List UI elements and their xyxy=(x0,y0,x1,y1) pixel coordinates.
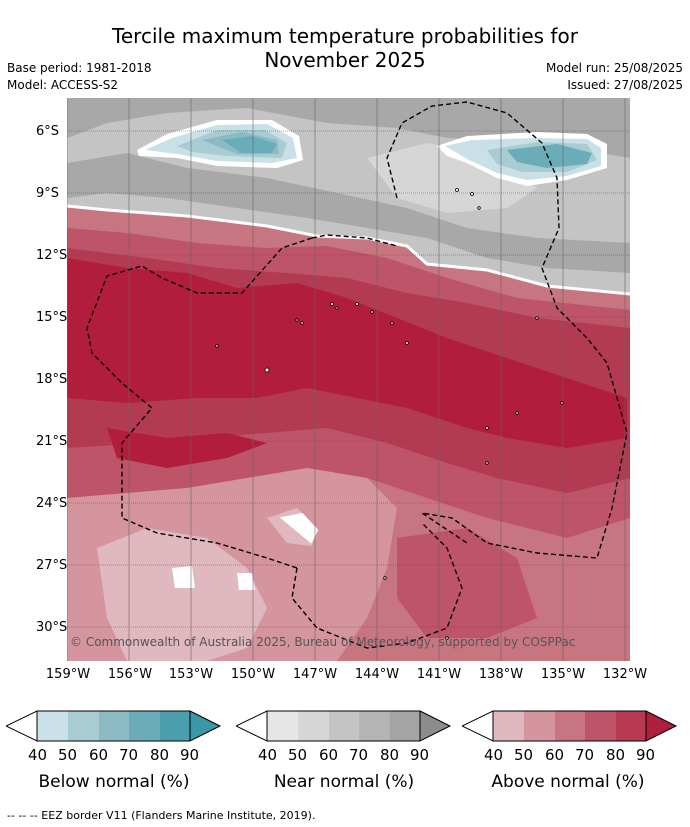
cb-above-high xyxy=(645,710,678,742)
cb-below-tick: 70 xyxy=(119,746,139,764)
lon-label: 138°W xyxy=(478,667,524,682)
lon-label: 135°W xyxy=(540,667,586,682)
legend-above-title: Above normal (%) xyxy=(491,772,645,792)
below-normal-80-2 xyxy=(507,144,592,168)
cb-near-bin xyxy=(267,711,298,741)
base-period: Base period: 1981-2018 xyxy=(7,61,152,75)
cb-near-bin xyxy=(390,711,420,741)
white-patch-3 xyxy=(237,573,255,590)
lat-label: 6°S xyxy=(36,124,60,139)
cb-above-bin xyxy=(524,711,555,741)
above-normal-boundary xyxy=(67,204,630,296)
cb-near-bin xyxy=(298,711,329,741)
cb-below-bin xyxy=(68,711,99,741)
cb-below-high xyxy=(189,710,222,742)
cb-below-bin xyxy=(160,711,190,741)
colorbar-above xyxy=(462,710,678,742)
cb-below-tick: 60 xyxy=(89,746,109,764)
cb-below-tick: 90 xyxy=(180,746,200,764)
map-title: Tercile maximum temperature probabilitie… xyxy=(0,24,690,72)
cb-near-tick: 50 xyxy=(288,746,308,764)
cb-above-tick: 50 xyxy=(514,746,534,764)
above-normal-strong-2 xyxy=(107,428,267,468)
probability-map: © Commonwealth of Australia 2025, Bureau… xyxy=(67,98,630,661)
islands xyxy=(215,188,564,640)
legend-near-title: Near normal (%) xyxy=(273,772,415,792)
near-normal-80-band-2 xyxy=(67,153,630,273)
lat-label: 30°S xyxy=(36,620,68,635)
below-normal-80 xyxy=(222,136,277,153)
cb-below-bin xyxy=(37,711,68,741)
cb-near-low xyxy=(236,710,268,742)
lat-label: 9°S xyxy=(36,186,60,201)
lat-label: 27°S xyxy=(36,558,68,573)
meta-left: Base period: 1981-2018 Model: ACCESS-S2 xyxy=(7,60,152,94)
eez-borders xyxy=(86,101,628,649)
lat-label: 15°S xyxy=(36,310,68,325)
cb-near-bin xyxy=(359,711,390,741)
lon-label: 144°W xyxy=(354,667,400,682)
title-line-1: Tercile maximum temperature probabilitie… xyxy=(112,24,578,48)
cb-near-bin xyxy=(329,711,359,741)
colorbar-near xyxy=(236,710,452,742)
copyright-note: © Commonwealth of Australia 2025, Bureau… xyxy=(70,635,575,649)
colorbar-below xyxy=(6,710,222,742)
above-normal-50-sw xyxy=(97,528,267,661)
above-normal-80-south xyxy=(397,528,537,638)
model-run: Model run: 25/08/2025 xyxy=(545,61,683,75)
cb-above-tick: 90 xyxy=(636,746,656,764)
lon-label: 153°W xyxy=(168,667,214,682)
cb-near-tick: 90 xyxy=(410,746,430,764)
lat-label: 12°S xyxy=(36,248,68,263)
title-line-2: November 2025 xyxy=(264,48,426,72)
white-patch-1 xyxy=(279,512,319,544)
lon-label: 132°W xyxy=(602,667,648,682)
above-normal-strong xyxy=(67,258,627,448)
lat-label: 21°S xyxy=(36,434,68,449)
cb-above-bin xyxy=(585,711,616,741)
lat-label: 24°S xyxy=(36,496,68,511)
cb-near-tick: 70 xyxy=(349,746,369,764)
issued-date: Issued: 27/08/2025 xyxy=(567,78,683,92)
eez-footnote: -- -- -- EEZ border V11 (Flanders Marine… xyxy=(7,809,316,822)
cb-above-bin xyxy=(493,711,524,741)
lon-label: 159°W xyxy=(45,667,91,682)
cb-below-bin xyxy=(99,711,129,741)
cb-above-tick: 80 xyxy=(606,746,626,764)
cb-above-bin xyxy=(616,711,646,741)
lon-label: 150°W xyxy=(230,667,276,682)
cb-above-bin xyxy=(555,711,585,741)
cb-near-tick: 40 xyxy=(258,746,278,764)
lon-label: 141°W xyxy=(416,667,462,682)
cb-near-tick: 80 xyxy=(380,746,400,764)
cb-below-low xyxy=(6,710,38,742)
cb-near-high xyxy=(419,710,452,742)
white-patch-2 xyxy=(172,566,195,588)
cb-below-bin xyxy=(129,711,160,741)
cb-below-tick: 50 xyxy=(58,746,78,764)
cb-above-low xyxy=(462,710,494,742)
model-name: Model: ACCESS-S2 xyxy=(7,78,119,92)
cb-near-tick: 60 xyxy=(319,746,339,764)
legend-below-title: Below normal (%) xyxy=(38,772,190,792)
lon-label: 156°W xyxy=(107,667,153,682)
meta-right: Model run: 25/08/2025 Issued: 27/08/2025 xyxy=(546,60,683,94)
cb-above-tick: 60 xyxy=(545,746,565,764)
cb-above-tick: 40 xyxy=(484,746,504,764)
cb-below-tick: 80 xyxy=(150,746,170,764)
lon-label: 147°W xyxy=(292,667,338,682)
cb-above-tick: 70 xyxy=(575,746,595,764)
lat-label: 18°S xyxy=(36,372,68,387)
lon-gridlines xyxy=(67,98,626,661)
near-normal-80-band xyxy=(67,98,630,158)
cb-below-tick: 40 xyxy=(28,746,48,764)
